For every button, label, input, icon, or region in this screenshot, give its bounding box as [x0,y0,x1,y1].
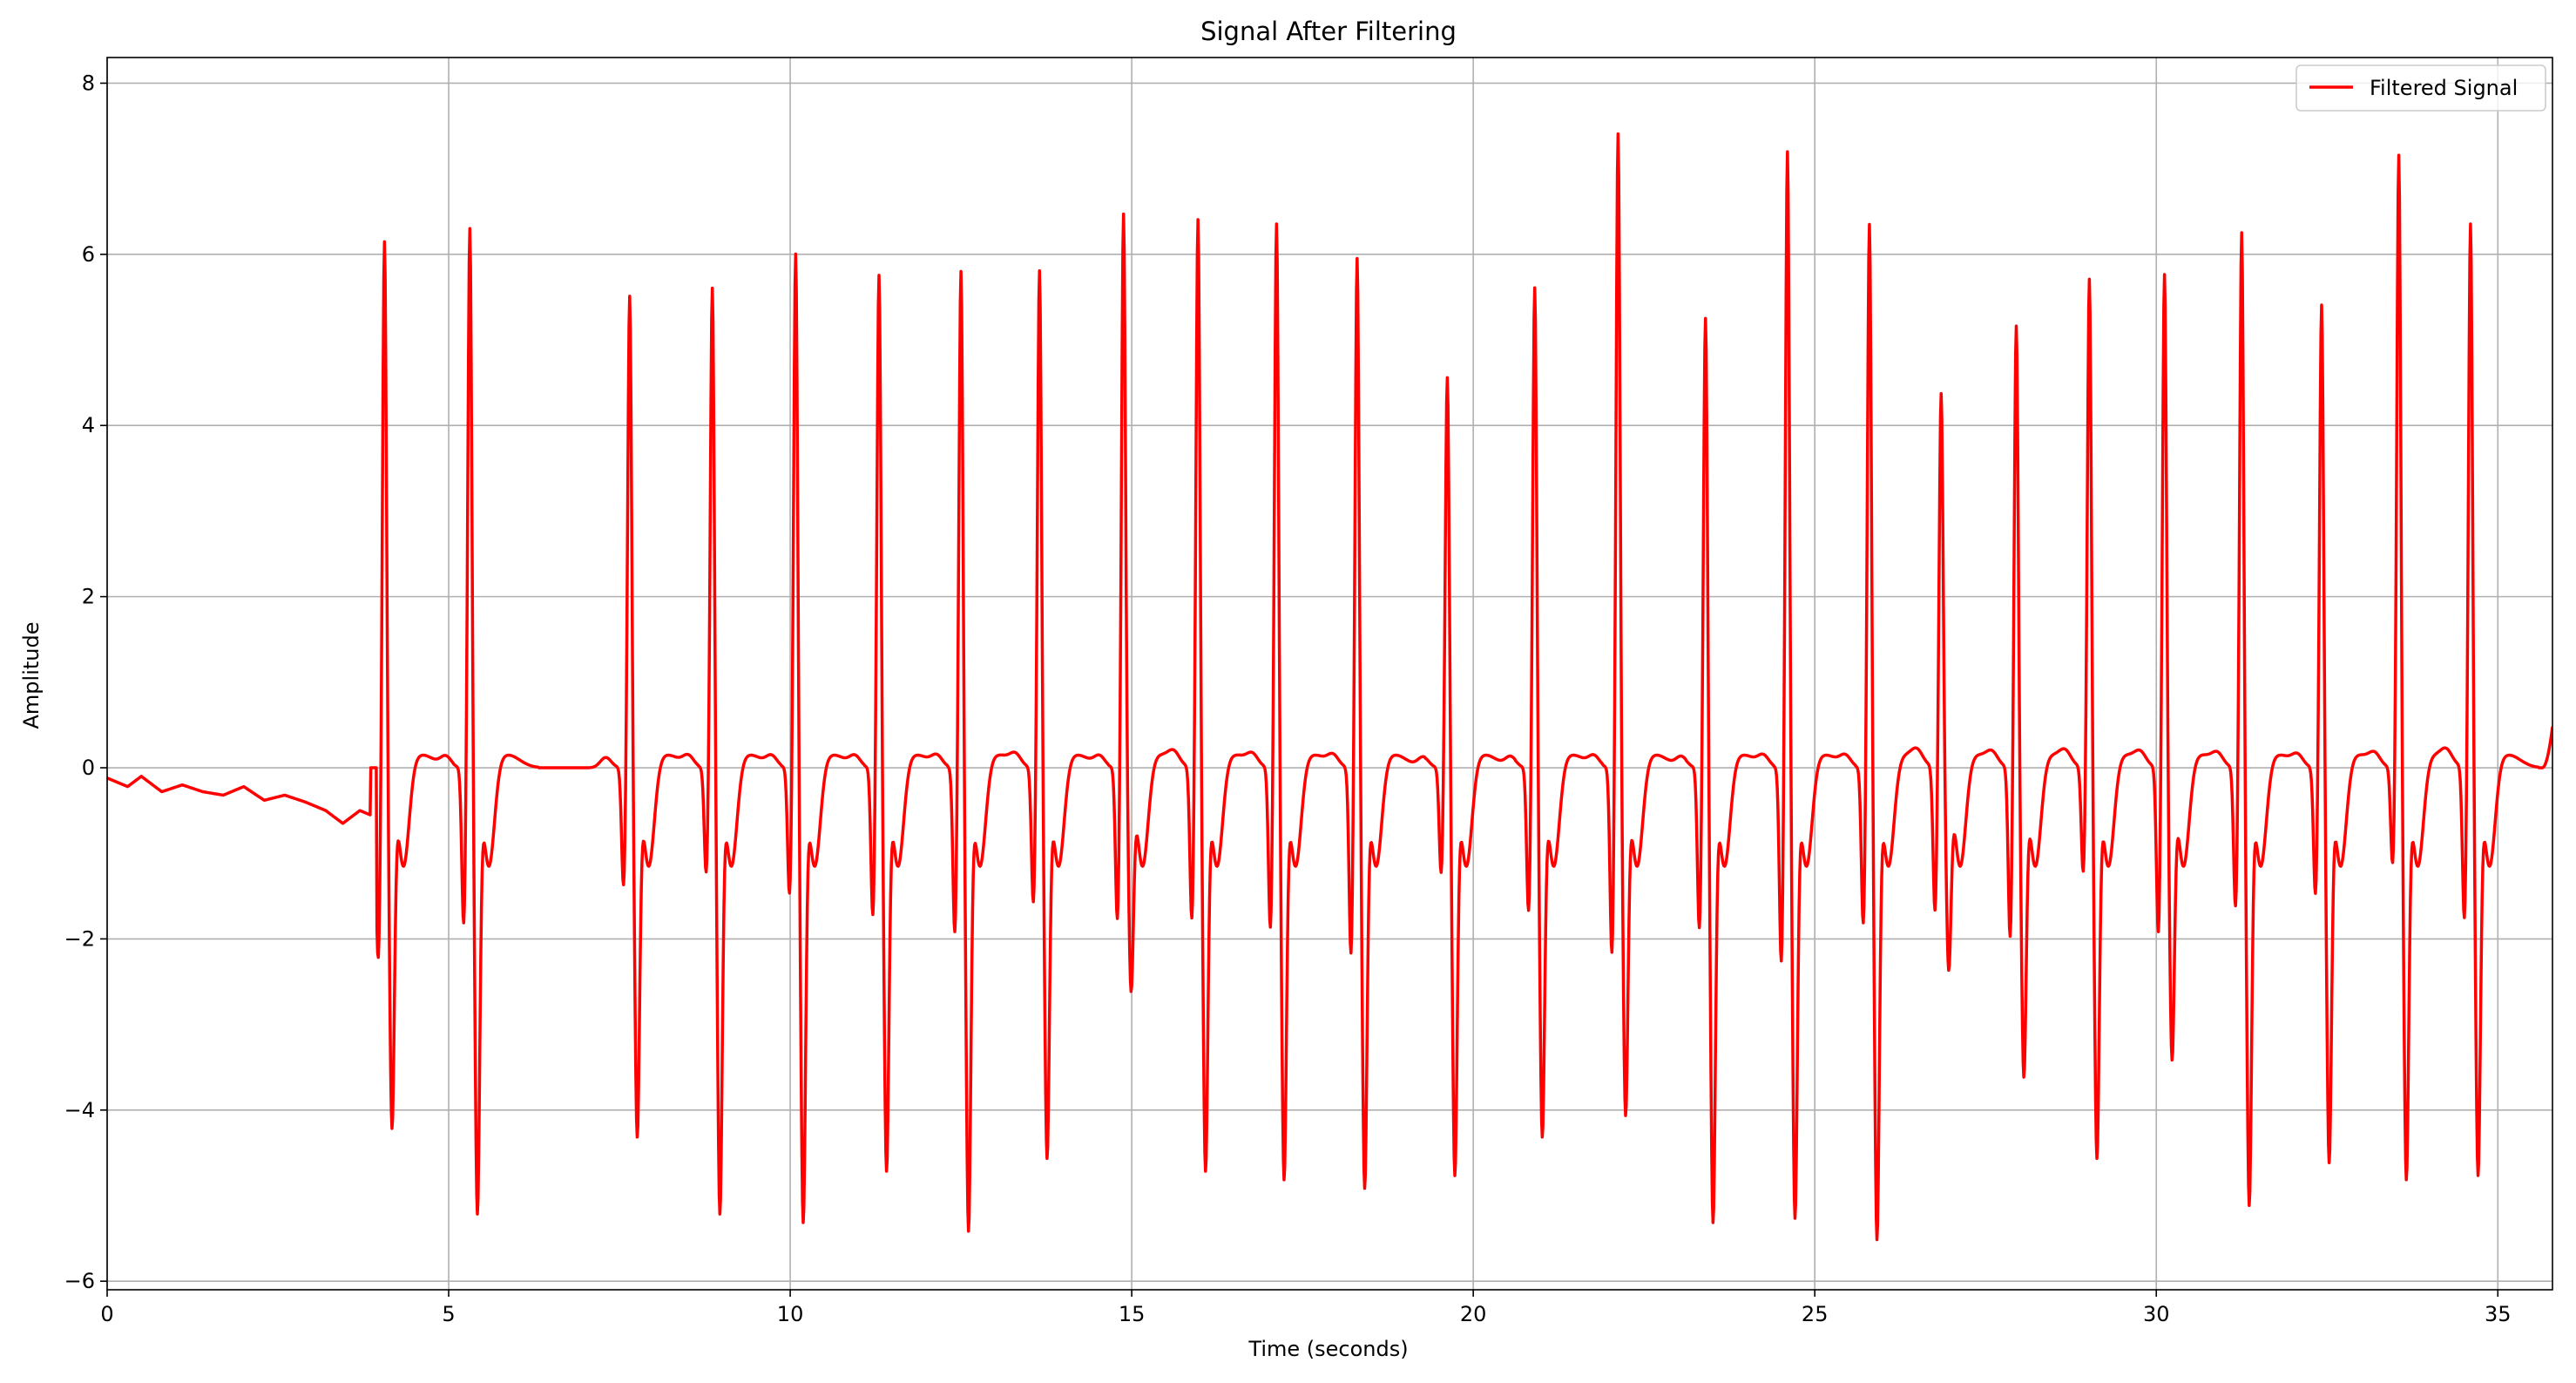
y-tick-label: −6 [64,1269,95,1293]
y-tick-label: −2 [64,926,95,951]
axis-ticks: 0 5 10 15 20 25 30 35 −6 −4 −2 0 2 4 6 8 [64,71,2512,1326]
chart-title: Signal After Filtering [1200,17,1457,46]
x-tick-label: 35 [2485,1302,2512,1326]
x-axis-label: Time (seconds) [1247,1337,1408,1361]
y-tick-label: 2 [82,585,95,609]
y-axis-label: Amplitude [19,622,44,729]
series-line-filtered-signal [107,132,2552,1242]
x-tick-label: 30 [2143,1302,2170,1326]
legend: Filtered Signal [2295,64,2546,112]
x-tick-label: 25 [1802,1302,1829,1326]
y-tick-label: 8 [82,71,95,95]
x-tick-label: 15 [1119,1302,1146,1326]
y-tick-label: 6 [82,242,95,267]
legend-box [2295,64,2546,112]
y-tick-label: −4 [64,1098,95,1122]
y-tick-label: 0 [82,756,95,780]
x-tick-label: 5 [442,1302,455,1326]
series-layer [107,132,2552,1242]
legend-label: Filtered Signal [2370,76,2518,100]
x-tick-label: 10 [777,1302,804,1326]
x-tick-label: 0 [100,1302,113,1326]
y-tick-label: 4 [82,413,95,437]
x-tick-label: 20 [1460,1302,1487,1326]
plot-frame [106,57,2553,1291]
grid [106,58,2552,1290]
